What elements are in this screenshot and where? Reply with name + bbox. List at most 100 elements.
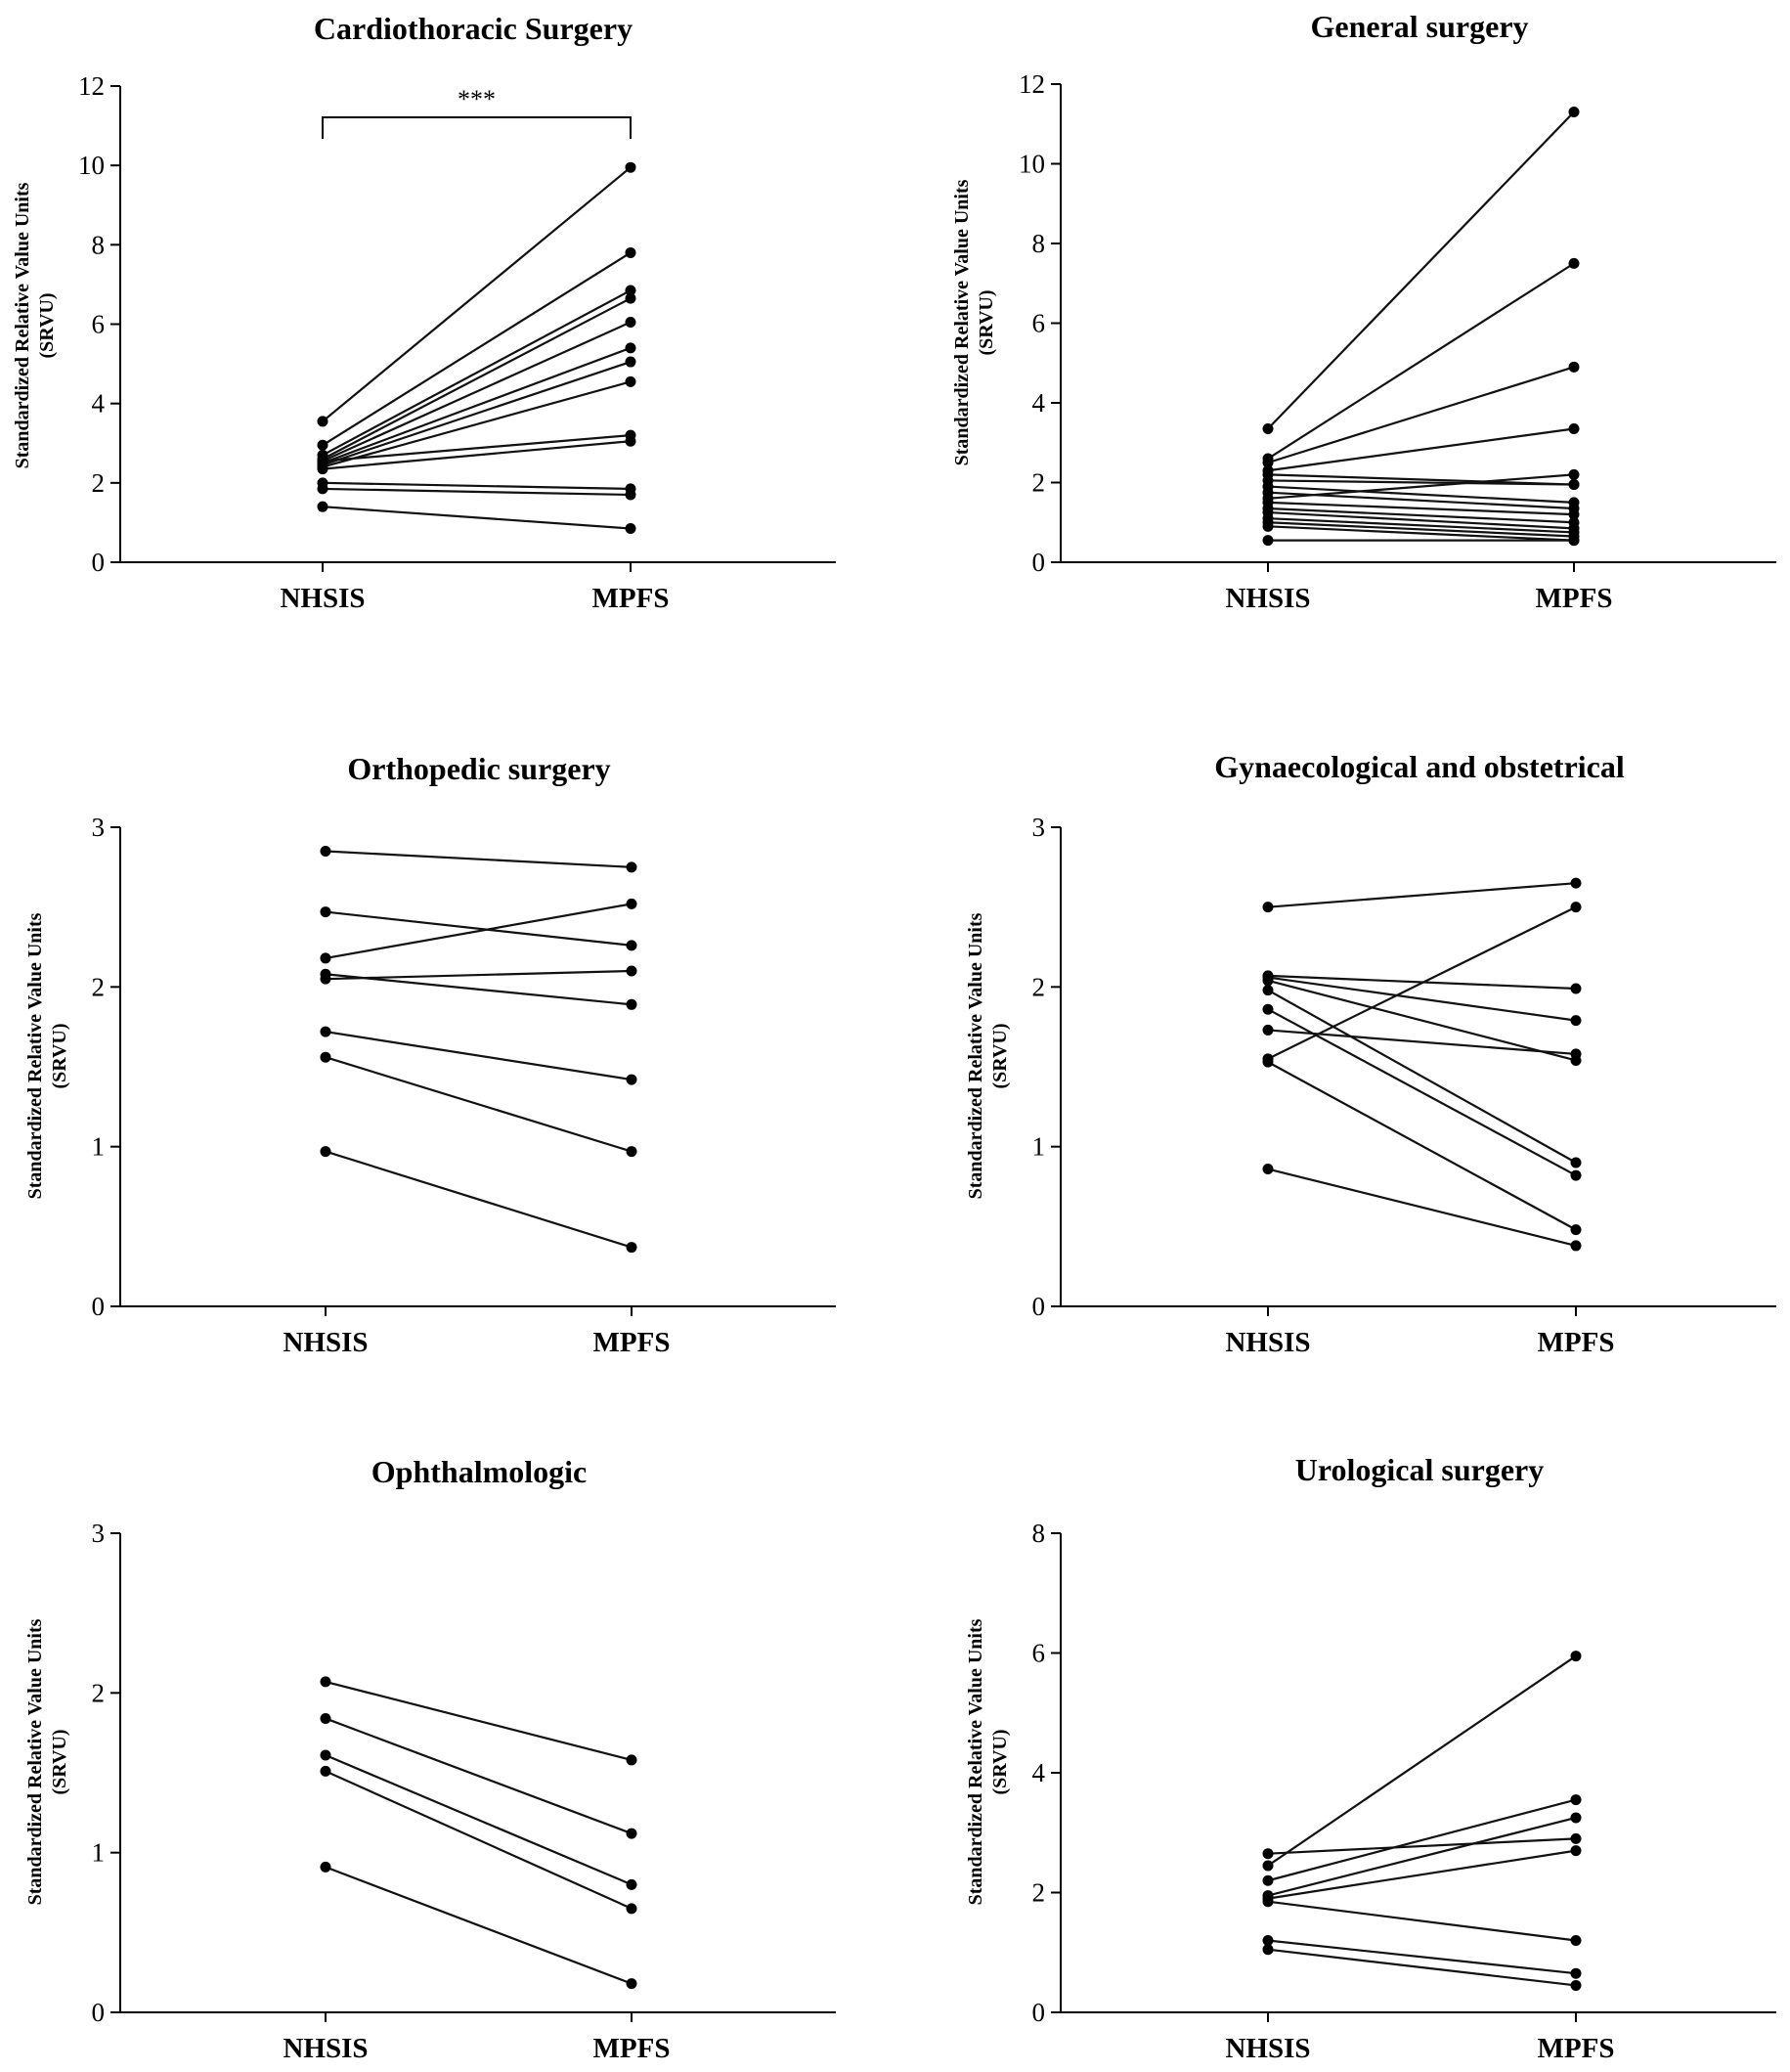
data-point bbox=[1570, 877, 1582, 889]
series-line bbox=[1267, 1061, 1577, 1231]
data-point bbox=[626, 1828, 637, 1839]
x-tick-label-mpfs: MPFS bbox=[593, 2033, 671, 2064]
series-line bbox=[325, 1150, 633, 1249]
data-point bbox=[317, 456, 328, 467]
panel-urological-surgery: Urological surgery Standardized Relative… bbox=[965, 1452, 1776, 2064]
data-point bbox=[320, 1146, 331, 1158]
y-tick-label: 2 bbox=[1032, 972, 1046, 1001]
data-point bbox=[625, 285, 636, 296]
y-tick-label: 6 bbox=[1032, 1639, 1046, 1668]
data-point bbox=[1570, 1845, 1582, 1857]
y-tick-label: 6 bbox=[92, 310, 106, 339]
series-line bbox=[325, 1770, 633, 1910]
y-tick-label: 8 bbox=[1032, 229, 1046, 258]
data-point bbox=[1262, 1944, 1274, 1956]
chart-title: Gynaecological and obstetrical bbox=[1214, 749, 1625, 784]
data-point bbox=[1570, 1832, 1582, 1844]
data-point bbox=[320, 906, 331, 918]
panel-orthopedic-surgery: Orthopedic surgery Standardized Relative… bbox=[24, 751, 836, 1358]
series-line bbox=[1267, 1029, 1577, 1056]
y-axis-label-unit: (SRVU) bbox=[989, 1729, 1011, 1794]
series-line bbox=[1267, 979, 1577, 1062]
data-point bbox=[1262, 1003, 1274, 1015]
y-tick-label: 10 bbox=[78, 151, 105, 180]
data-point bbox=[1262, 902, 1274, 913]
y-tick-label: 0 bbox=[92, 1292, 106, 1321]
y-axis-label: Standardized Relative Value Units bbox=[24, 1618, 46, 1905]
data-point bbox=[1570, 1224, 1582, 1236]
data-point bbox=[1262, 1935, 1274, 1946]
x-tick-label-nhsis: NHSIS bbox=[1225, 583, 1310, 614]
data-point bbox=[626, 1978, 637, 1990]
series-line bbox=[1267, 521, 1575, 538]
data-point bbox=[1262, 1860, 1274, 1872]
series-line bbox=[1267, 525, 1575, 542]
data-point bbox=[320, 952, 331, 964]
series-line bbox=[1267, 366, 1575, 464]
series-line bbox=[1267, 882, 1577, 908]
x-tick-label-mpfs: MPFS bbox=[592, 583, 670, 614]
data-point bbox=[1570, 902, 1582, 913]
data-point bbox=[626, 998, 637, 1010]
data-point bbox=[1570, 1812, 1582, 1824]
chart-title: General surgery bbox=[1310, 9, 1528, 44]
y-tick-label: 4 bbox=[1032, 388, 1046, 418]
data-point bbox=[1262, 1848, 1274, 1860]
data-point bbox=[1262, 1024, 1274, 1036]
y-tick-label: 1 bbox=[92, 1132, 106, 1162]
series-line bbox=[325, 1680, 633, 1761]
data-point bbox=[625, 342, 636, 354]
data-point bbox=[625, 489, 636, 501]
y-axis-label: Standardized Relative Value Units bbox=[965, 912, 986, 1199]
data-point bbox=[1570, 1048, 1582, 1060]
y-tick-label: 1 bbox=[92, 1838, 106, 1868]
data-point bbox=[625, 435, 636, 447]
series-line bbox=[322, 346, 632, 464]
data-point bbox=[320, 1026, 331, 1037]
series-line bbox=[325, 1754, 633, 1886]
y-tick-label: 8 bbox=[92, 230, 106, 259]
y-tick-label: 8 bbox=[1032, 1519, 1046, 1548]
data-point bbox=[1262, 985, 1274, 996]
data-point bbox=[1568, 479, 1580, 491]
y-tick-label: 2 bbox=[1032, 1878, 1046, 1908]
data-point bbox=[1262, 1874, 1274, 1886]
data-point bbox=[626, 1754, 637, 1766]
series-line bbox=[1267, 1900, 1577, 1942]
series-line bbox=[1267, 1939, 1577, 1975]
data-point bbox=[625, 246, 636, 258]
data-point bbox=[626, 898, 637, 909]
series-line bbox=[322, 487, 632, 497]
data-point bbox=[1570, 1651, 1582, 1662]
data-point bbox=[1262, 1056, 1274, 1068]
data-point bbox=[1568, 361, 1580, 373]
data-point bbox=[626, 1903, 637, 1915]
data-point bbox=[1568, 257, 1580, 269]
y-tick-label: 12 bbox=[78, 71, 105, 101]
data-point bbox=[1568, 107, 1580, 118]
series-line bbox=[1267, 262, 1575, 460]
data-point bbox=[320, 1676, 331, 1688]
series-line bbox=[322, 251, 632, 447]
data-point bbox=[317, 483, 328, 495]
y-tick-label: 2 bbox=[92, 468, 106, 498]
data-point bbox=[1262, 520, 1274, 532]
chart-title: Orthopedic surgery bbox=[347, 751, 610, 786]
data-point bbox=[626, 965, 637, 977]
x-tick-label-nhsis: NHSIS bbox=[283, 1327, 368, 1358]
data-point bbox=[626, 1878, 637, 1890]
series-line bbox=[1267, 905, 1577, 1060]
data-point bbox=[1262, 457, 1274, 468]
series-line bbox=[1267, 427, 1575, 472]
data-point bbox=[626, 1074, 637, 1085]
data-point bbox=[1262, 975, 1274, 987]
x-tick-label-mpfs: MPFS bbox=[593, 1327, 671, 1358]
series-line bbox=[325, 1717, 633, 1835]
y-tick-label: 2 bbox=[92, 1678, 106, 1707]
data-point bbox=[1262, 1896, 1274, 1908]
x-tick-label-nhsis: NHSIS bbox=[1225, 2033, 1310, 2064]
x-tick-label-nhsis: NHSIS bbox=[1225, 1327, 1310, 1358]
data-point bbox=[1262, 422, 1274, 434]
data-point bbox=[1262, 535, 1274, 547]
